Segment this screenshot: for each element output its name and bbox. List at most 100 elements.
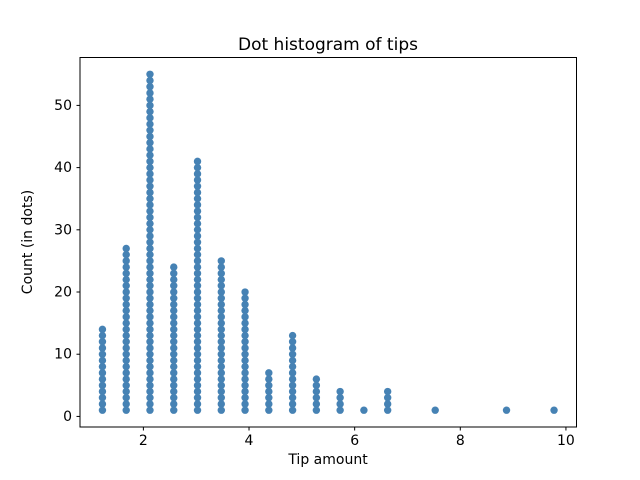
dot [288, 406, 297, 414]
dot [217, 362, 225, 371]
dot [98, 331, 107, 340]
dot [193, 400, 202, 408]
dot [170, 381, 178, 390]
dot [312, 375, 321, 383]
dot [217, 306, 225, 315]
dot [170, 288, 178, 296]
dot [170, 282, 178, 290]
dot [98, 394, 107, 402]
dot [122, 325, 130, 334]
dot [193, 288, 202, 296]
dot [122, 350, 130, 358]
dot [146, 76, 154, 85]
dot [193, 201, 202, 209]
dot [193, 232, 202, 240]
dot [193, 313, 202, 321]
dot [146, 145, 154, 153]
dot [146, 182, 154, 190]
x-axis-label: Tip amount [287, 452, 368, 468]
dot [265, 394, 273, 402]
dot [146, 387, 154, 396]
dot [170, 344, 178, 352]
dot [146, 126, 154, 134]
dot [193, 213, 202, 222]
dot [193, 163, 202, 172]
dot [193, 387, 202, 396]
x-tick-label: 6 [350, 433, 359, 449]
dot [146, 89, 154, 97]
dot [336, 394, 344, 402]
dot [217, 369, 225, 377]
dot [146, 381, 154, 390]
dot [122, 294, 130, 302]
dot [170, 319, 178, 327]
dot [288, 369, 297, 377]
dot [193, 238, 202, 246]
y-tick-label: 40 [54, 160, 72, 176]
dot [193, 170, 202, 178]
dot [217, 288, 225, 296]
dot [122, 394, 130, 402]
dot [217, 400, 225, 408]
dot [265, 375, 273, 383]
dot [146, 238, 154, 246]
dot [193, 176, 202, 184]
dot [431, 406, 439, 414]
dot [193, 275, 202, 284]
dot [265, 400, 273, 408]
dot [241, 362, 249, 371]
dot [98, 356, 107, 365]
dot [265, 387, 273, 396]
dot [146, 306, 154, 315]
dot [170, 306, 178, 315]
dot [122, 381, 130, 390]
dot [122, 356, 130, 365]
dot [193, 356, 202, 365]
dot [122, 269, 130, 278]
dot [146, 362, 154, 371]
x-tick-label: 8 [456, 433, 465, 449]
dot [288, 375, 297, 383]
dot [193, 188, 202, 197]
dot [146, 375, 154, 383]
x-tick-label: 10 [557, 433, 575, 449]
dot [146, 394, 154, 402]
dot [170, 294, 178, 302]
dot [122, 362, 130, 371]
dot [193, 331, 202, 340]
dot [241, 294, 249, 302]
dot [312, 381, 321, 390]
dot [193, 369, 202, 377]
dot [146, 400, 154, 408]
dot [146, 288, 154, 296]
dot [122, 344, 130, 352]
dot [146, 294, 154, 302]
dot [336, 387, 344, 396]
dot [122, 313, 130, 321]
dot [193, 300, 202, 309]
dot [170, 350, 178, 358]
dot [241, 300, 249, 309]
dot [146, 226, 154, 234]
y-tick-label: 20 [54, 285, 72, 301]
dot [146, 114, 154, 122]
dot [193, 195, 202, 203]
dot [170, 325, 178, 334]
dot [217, 350, 225, 358]
dot [241, 406, 249, 414]
dot [241, 375, 249, 383]
dot [241, 331, 249, 340]
dot [193, 157, 202, 166]
dot [383, 400, 392, 408]
dot [170, 356, 178, 365]
dot [241, 319, 249, 327]
dot [146, 176, 154, 184]
dot [122, 300, 130, 309]
dot [193, 344, 202, 352]
dot [193, 250, 202, 259]
dot [217, 331, 225, 340]
dot [146, 201, 154, 209]
dot [241, 325, 249, 334]
